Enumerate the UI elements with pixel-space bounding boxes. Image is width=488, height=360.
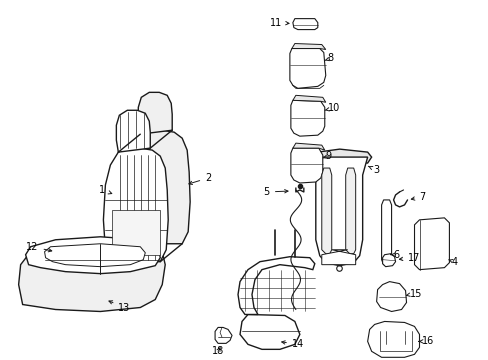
Polygon shape — [290, 148, 322, 183]
Text: 16: 16 — [418, 336, 433, 346]
Text: 9: 9 — [322, 151, 331, 161]
Text: 7: 7 — [410, 192, 425, 202]
Polygon shape — [376, 282, 406, 311]
Polygon shape — [414, 218, 448, 270]
Polygon shape — [238, 257, 314, 315]
Polygon shape — [292, 19, 317, 30]
Polygon shape — [25, 237, 160, 274]
Text: 8: 8 — [325, 54, 333, 63]
Polygon shape — [321, 250, 355, 265]
Polygon shape — [345, 168, 355, 254]
Polygon shape — [103, 148, 168, 262]
Polygon shape — [291, 44, 325, 50]
Polygon shape — [317, 149, 371, 163]
Text: 4: 4 — [447, 257, 457, 267]
Polygon shape — [367, 321, 419, 357]
Polygon shape — [44, 244, 145, 267]
Text: 14: 14 — [281, 339, 304, 349]
Polygon shape — [292, 143, 324, 150]
Text: 17: 17 — [399, 253, 419, 263]
Polygon shape — [19, 240, 165, 311]
Polygon shape — [138, 92, 172, 134]
Text: 5: 5 — [263, 187, 287, 197]
Text: 15: 15 — [406, 289, 421, 298]
Text: 11: 11 — [269, 18, 288, 28]
Polygon shape — [315, 157, 367, 266]
Polygon shape — [381, 200, 391, 265]
Text: 6: 6 — [390, 250, 399, 260]
Polygon shape — [215, 328, 232, 343]
Polygon shape — [382, 254, 395, 267]
Polygon shape — [321, 168, 331, 254]
Text: 13: 13 — [109, 301, 130, 312]
Polygon shape — [125, 130, 190, 244]
Polygon shape — [292, 95, 325, 102]
Polygon shape — [290, 100, 324, 136]
Polygon shape — [289, 49, 325, 88]
Text: 18: 18 — [211, 346, 224, 356]
Text: 3: 3 — [367, 165, 379, 175]
Text: 2: 2 — [188, 173, 211, 184]
Text: 1: 1 — [99, 185, 112, 195]
Text: 10: 10 — [325, 103, 339, 113]
Polygon shape — [112, 210, 160, 255]
Polygon shape — [240, 315, 299, 349]
Text: 12: 12 — [26, 242, 52, 252]
Polygon shape — [116, 110, 150, 152]
